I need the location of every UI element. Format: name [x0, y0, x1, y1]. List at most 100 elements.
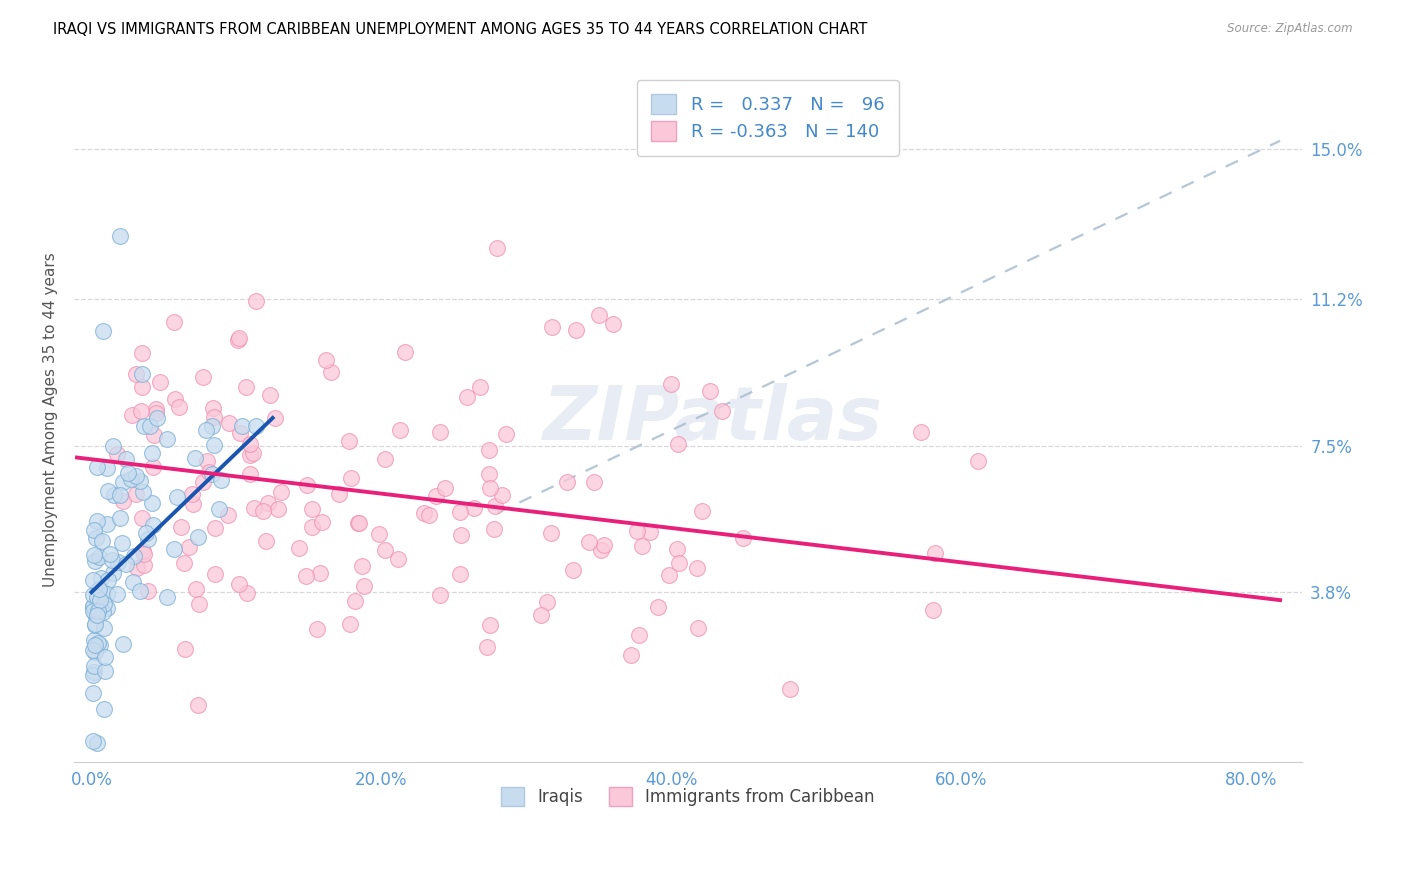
Point — [139, 418, 162, 433]
Point — [187, 698, 209, 712]
Point — [191, 475, 214, 490]
Point — [96, 600, 118, 615]
Legend: Iraqis, Immigrants from Caribbean: Iraqis, Immigrants from Caribbean — [494, 779, 883, 814]
Point — [156, 432, 179, 446]
Point — [93, 605, 115, 619]
Point — [170, 520, 193, 534]
Point — [665, 542, 688, 557]
Point — [89, 549, 111, 564]
Point — [270, 485, 292, 500]
Point — [101, 566, 124, 580]
Point — [582, 475, 605, 489]
Point — [321, 365, 343, 379]
Point — [142, 518, 165, 533]
Point — [163, 315, 186, 329]
Point — [111, 637, 134, 651]
Point — [142, 460, 165, 475]
Point — [226, 334, 249, 348]
Point — [429, 425, 451, 440]
Point — [245, 418, 267, 433]
Point — [478, 467, 501, 481]
Point — [89, 593, 111, 607]
Point — [449, 566, 471, 581]
Point — [132, 485, 155, 500]
Point — [658, 568, 681, 582]
Point — [82, 589, 104, 603]
Point — [83, 633, 105, 648]
Point — [235, 380, 257, 394]
Point — [340, 471, 363, 485]
Point — [131, 379, 153, 393]
Point — [93, 597, 115, 611]
Point — [94, 649, 117, 664]
Point — [204, 520, 226, 534]
Point — [132, 558, 155, 573]
Point — [129, 475, 152, 489]
Point — [204, 567, 226, 582]
Point — [86, 460, 108, 475]
Point — [478, 443, 501, 458]
Point — [174, 642, 197, 657]
Point — [228, 331, 250, 345]
Point — [484, 522, 506, 536]
Point — [132, 547, 155, 561]
Point — [434, 481, 457, 495]
Point — [593, 538, 616, 552]
Point — [82, 643, 104, 657]
Point — [231, 418, 253, 433]
Point — [779, 681, 801, 696]
Point — [156, 590, 179, 604]
Point — [89, 582, 111, 596]
Point — [201, 418, 224, 433]
Point — [163, 541, 186, 556]
Point — [142, 428, 165, 442]
Point — [121, 408, 143, 422]
Point — [352, 559, 374, 574]
Point — [167, 400, 190, 414]
Point — [107, 555, 129, 569]
Point — [122, 549, 145, 563]
Point — [195, 423, 218, 437]
Point — [647, 600, 669, 615]
Point — [145, 402, 167, 417]
Point — [353, 579, 375, 593]
Point — [191, 369, 214, 384]
Point — [484, 499, 506, 513]
Point — [477, 640, 499, 654]
Point — [328, 487, 350, 501]
Point — [163, 392, 186, 407]
Point — [82, 573, 104, 587]
Point — [82, 686, 104, 700]
Point — [145, 411, 167, 425]
Point — [87, 635, 110, 649]
Text: Source: ZipAtlas.com: Source: ZipAtlas.com — [1227, 22, 1353, 36]
Point — [242, 446, 264, 460]
Point — [202, 401, 225, 416]
Point — [429, 588, 451, 602]
Point — [309, 566, 332, 580]
Point — [82, 600, 104, 615]
Point — [339, 617, 361, 632]
Point — [374, 543, 396, 558]
Point — [201, 467, 224, 482]
Point — [111, 475, 134, 489]
Point — [117, 467, 139, 481]
Point — [91, 324, 114, 338]
Point — [91, 585, 114, 599]
Point — [602, 317, 624, 331]
Point — [94, 664, 117, 678]
Point — [84, 531, 107, 545]
Point — [84, 554, 107, 568]
Point — [127, 561, 149, 575]
Point — [254, 533, 277, 548]
Point — [115, 557, 138, 571]
Point — [388, 423, 411, 437]
Point — [131, 345, 153, 359]
Point — [638, 524, 661, 539]
Point — [631, 539, 654, 553]
Point — [418, 508, 440, 523]
Point — [478, 481, 501, 495]
Point — [135, 526, 157, 541]
Point — [217, 508, 239, 523]
Point — [136, 583, 159, 598]
